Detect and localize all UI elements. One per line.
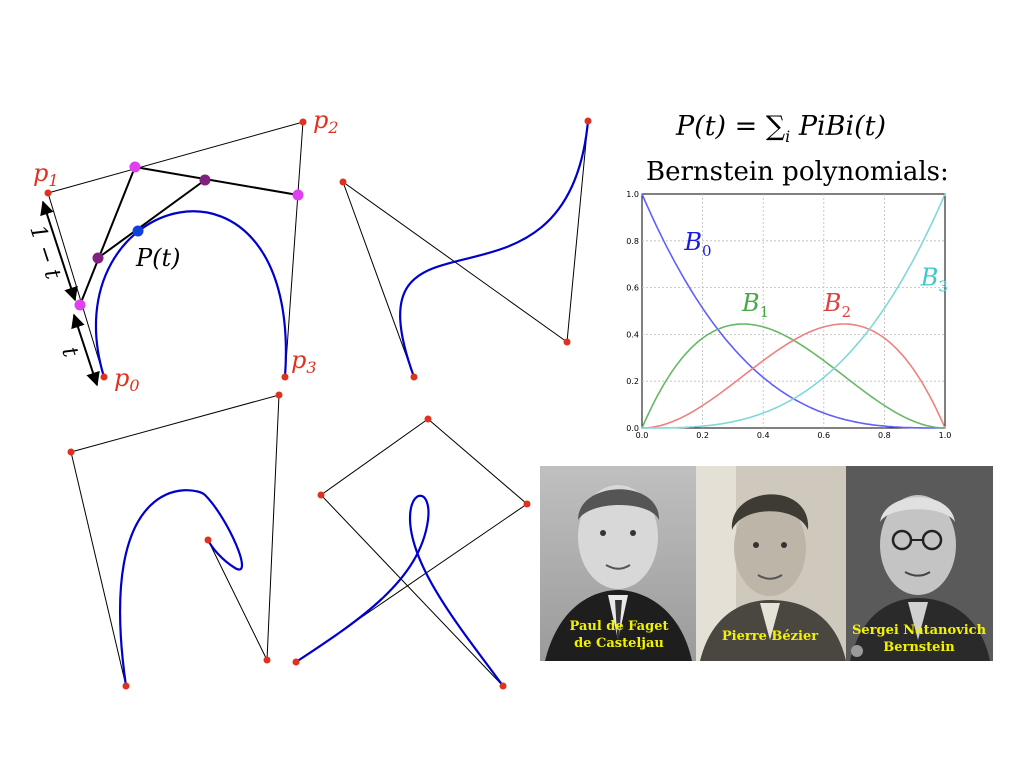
bernstein-chart: 0.0 0.2 0.4 0.6 0.8 1.00.00.20.40.60.81.0 B0B… [626,190,951,440]
bezier-curve [399,120,590,378]
control-point[interactable] [67,448,75,456]
bernstein-title: Bernstein polynomials: [646,157,949,187]
chart-x-tick-label: 0.0 [636,431,649,440]
chart-grid [642,194,945,428]
control-point[interactable] [424,415,432,423]
level1-segments [79,165,299,306]
level2-segment [97,179,206,259]
bezier-curve [119,489,244,687]
chart-series-B2 [641,323,946,429]
control-point[interactable] [563,338,571,346]
label-P-t: P(t) [135,244,181,272]
control-point[interactable] [410,373,418,381]
chart-y-tick-label: 0.6 [626,284,639,293]
chart-x-tick-label: 0.4 [757,431,770,440]
loop-curve-panel [292,415,531,690]
portrait-watermark-icon [851,645,863,657]
control-point[interactable] [263,656,271,664]
level1-point [292,189,304,201]
control-point[interactable] [275,391,283,399]
label-p3: p3 [291,346,317,377]
label-p1: p1 [33,159,59,190]
portrait-caption-line1: Sergei Natanovich [852,623,987,638]
chart-plot-area [641,193,946,429]
formula-sum: ∑ [766,111,785,142]
portrait-strip: Paul de Faget de Casteljau Pierre Bézier [540,466,993,661]
curl-curve-panel [67,391,283,690]
portrait-caption-line2: de Casteljau [574,636,664,651]
control-point[interactable] [339,178,347,186]
control-point[interactable] [317,491,325,499]
control-point[interactable] [122,682,130,690]
chart-x-tick-label: 0.6 [817,431,830,440]
chart-x-tick-label: 1.0 [939,431,952,440]
portrait-caption-line1: Pierre Bézier [722,629,818,644]
bezier-curve [295,494,504,687]
control-point[interactable] [523,500,531,508]
level2-point [92,252,104,264]
control-point-p1[interactable] [44,189,52,197]
portrait-caption-line1: Paul de Faget [570,619,669,634]
chart-ticks: 0.0 0.2 0.4 0.6 0.8 1.0 0.0 0.2 0.4 0.6 0.8 1.0 [626,190,951,440]
bezier-curve [94,210,288,378]
chart-x-tick-label: 0.2 [696,431,709,440]
chart-y-tick-label: 1.0 [626,190,639,199]
chart-y-tick-label: 0.2 [626,377,639,386]
chart-series-group [641,193,946,429]
control-point[interactable] [292,658,300,666]
portrait-bernstein: Sergei Natanovich Bernstein [846,466,993,661]
control-polygon [295,418,528,687]
label-p2: p2 [313,106,339,137]
label-t: t [56,344,83,360]
portrait-bezier: Pierre Bézier [696,466,846,661]
control-point[interactable] [499,682,507,690]
formula: P(t) = ∑i PiBi(t) [675,111,886,146]
control-point[interactable] [204,536,212,544]
control-point[interactable] [584,117,592,125]
control-point-p0[interactable] [100,373,108,381]
label-p0: p0 [114,364,140,395]
decasteljau-panel: p0 p1 p2 p3 P(t) 1 − t t [24,106,338,395]
level2-point [199,174,211,186]
s-curve-panel [339,117,592,381]
formula-sum-index: i [785,127,790,146]
chart-y-tick-label: 0.8 [626,237,639,246]
portrait-caption-line2: Bernstein [883,640,955,655]
portrait-de-casteljau: Paul de Faget de Casteljau [540,466,696,661]
control-polygon [70,394,280,687]
control-point-p3[interactable] [281,373,289,381]
level1-point [129,161,141,173]
arrow-one-minus-t [40,200,78,302]
chart-series-B3 [642,193,946,429]
chart-y-tick-label: 0.4 [626,330,639,339]
level1-point [74,299,86,311]
formula-rhs: PiBi(t) [790,111,886,142]
chart-y-tick-label: 0.0 [626,424,639,433]
arrow-t [71,313,100,387]
chart-x-tick-label: 0.8 [878,431,891,440]
curve-point-P-t [132,225,144,237]
formula-lhs: P(t) = [675,111,766,142]
control-point-p2[interactable] [299,118,307,126]
control-polygon [341,120,589,378]
